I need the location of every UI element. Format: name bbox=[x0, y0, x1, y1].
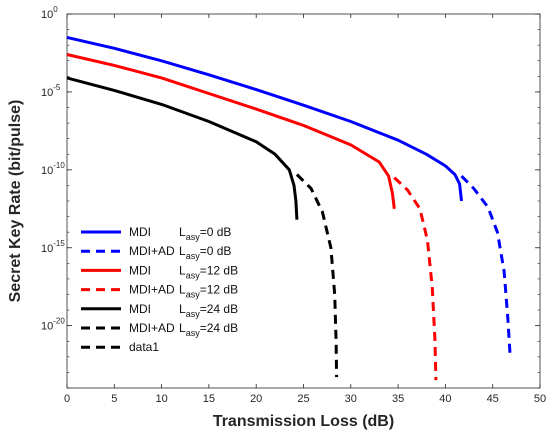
y-tick-label: 10-5 bbox=[41, 83, 61, 99]
legend-L: L bbox=[179, 263, 186, 277]
legend-param-1: Lasy=0 dB bbox=[179, 225, 231, 242]
y-tick-label: 10-15 bbox=[41, 239, 65, 255]
series-line-6 bbox=[295, 173, 339, 378]
y-axis-label: Secret Key Rate (bit/pulse) bbox=[7, 100, 24, 303]
legend-label-6: MDI+AD bbox=[129, 321, 175, 335]
series-line-1 bbox=[66, 35, 463, 202]
series-line-4 bbox=[393, 176, 438, 381]
series-line-2 bbox=[460, 175, 512, 357]
y-tick-label: 10-10 bbox=[41, 161, 65, 177]
plot-area bbox=[66, 13, 541, 389]
legend-label-3: MDI bbox=[129, 263, 151, 277]
legend-value: =24 dB bbox=[200, 302, 238, 316]
y-tick-exponent: 0 bbox=[53, 5, 58, 14]
legend-subscript: asy bbox=[186, 232, 201, 242]
series-group bbox=[66, 35, 512, 381]
x-tick-label: 0 bbox=[64, 393, 70, 405]
legend-value: =0 dB bbox=[200, 225, 232, 239]
legend-L: L bbox=[179, 283, 186, 297]
legend-L: L bbox=[179, 321, 186, 335]
x-tick-label: 15 bbox=[203, 393, 215, 405]
legend-label-5: MDI bbox=[129, 302, 151, 316]
y-tick-label: 10-20 bbox=[41, 317, 65, 333]
x-tick-label: 5 bbox=[111, 393, 117, 405]
legend-subscript: asy bbox=[186, 270, 201, 280]
y-tick-exponent: -10 bbox=[53, 161, 65, 170]
legend-param-6: Lasy=24 dB bbox=[179, 321, 238, 338]
x-tick-label: 30 bbox=[345, 393, 357, 405]
legend-param-2: Lasy=0 dB bbox=[179, 244, 231, 261]
legend-label-1: MDI bbox=[129, 225, 151, 239]
legend-subscript: asy bbox=[186, 251, 201, 261]
x-tick-label: 20 bbox=[250, 393, 262, 405]
legend-subscript: asy bbox=[186, 328, 201, 338]
legend-L: L bbox=[179, 225, 186, 239]
legend-param-4: Lasy=12 dB bbox=[179, 283, 238, 300]
legend-L: L bbox=[179, 244, 186, 258]
legend-value: =24 dB bbox=[200, 321, 238, 335]
x-tick-label: 50 bbox=[534, 393, 546, 405]
x-tick-label: 10 bbox=[155, 393, 167, 405]
series-line-5 bbox=[66, 76, 299, 220]
y-tick-exponent: -20 bbox=[53, 317, 65, 326]
legend-L: L bbox=[179, 302, 186, 316]
x-tick-label: 35 bbox=[392, 393, 404, 405]
x-tick-label: 40 bbox=[439, 393, 451, 405]
x-tick-label: 45 bbox=[487, 393, 499, 405]
y-tick-exponent: -15 bbox=[53, 239, 65, 248]
y-tick-exponent: -5 bbox=[53, 83, 61, 92]
legend-subscript: asy bbox=[186, 290, 201, 300]
legend-label-4: MDI+AD bbox=[129, 283, 175, 297]
legend-label-2: MDI+AD bbox=[129, 244, 175, 258]
legend-value: =12 dB bbox=[200, 263, 238, 277]
legend-value: =12 dB bbox=[200, 283, 238, 297]
legend-param-5: Lasy=24 dB bbox=[179, 302, 238, 319]
x-axis-label: Transmission Loss (dB) bbox=[213, 413, 394, 430]
legend-label-data1: data1 bbox=[129, 340, 159, 354]
series-line-3 bbox=[66, 53, 396, 209]
y-tick-label: 100 bbox=[41, 5, 58, 21]
legend-value: =0 dB bbox=[200, 244, 232, 258]
legend-subscript: asy bbox=[186, 309, 201, 319]
x-tick-label: 25 bbox=[297, 393, 309, 405]
legend-param-3: Lasy=12 dB bbox=[179, 263, 238, 280]
